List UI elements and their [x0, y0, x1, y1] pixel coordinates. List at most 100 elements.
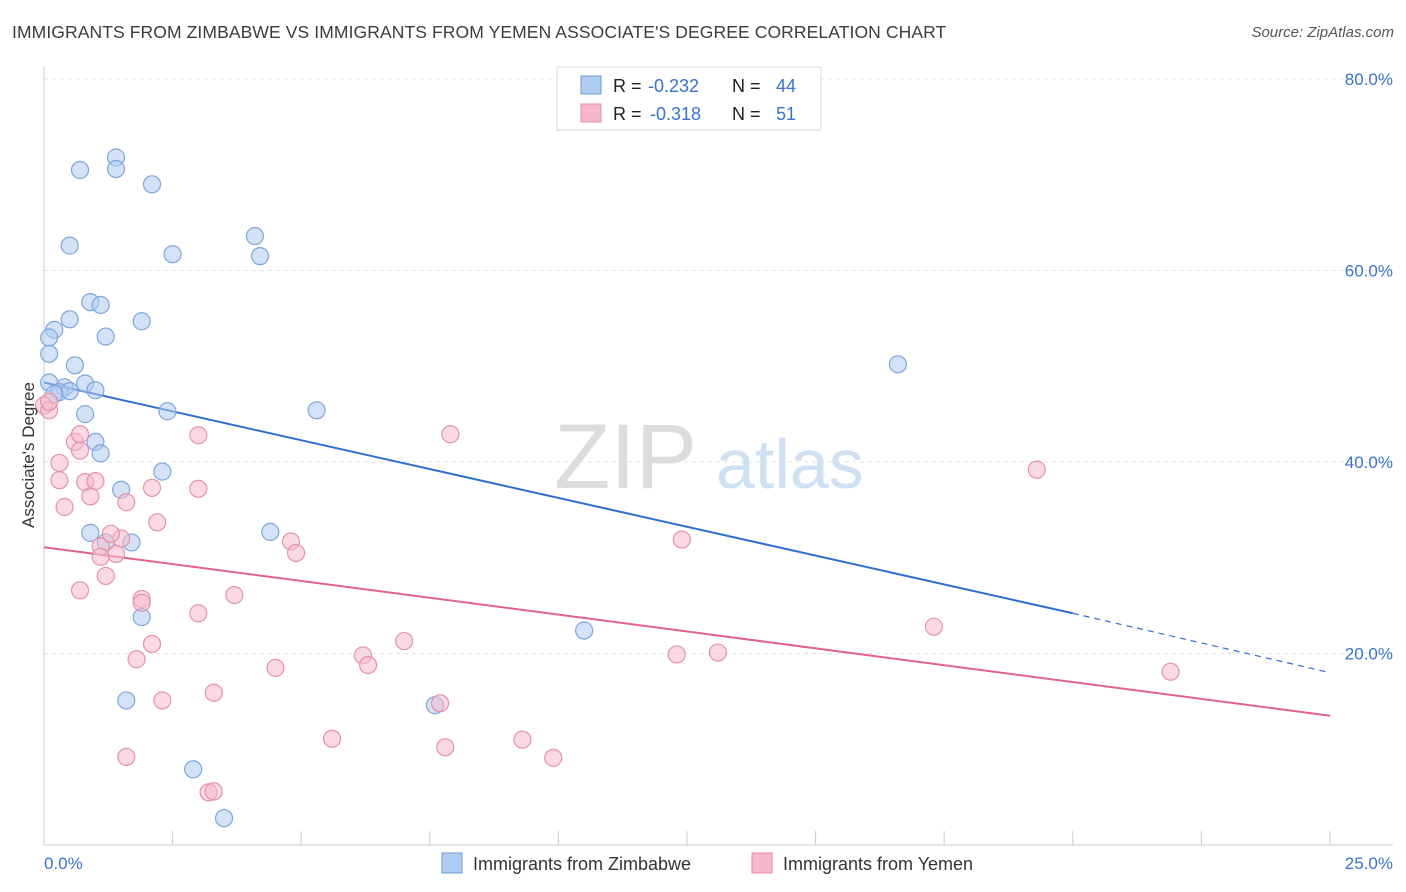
y-tick-label: 60.0% [1345, 262, 1393, 281]
chart-source: Source: ZipAtlas.com [1251, 24, 1394, 41]
point-yemen [189, 426, 208, 445]
point-zimbabwe [250, 247, 270, 266]
point-zimbabwe [888, 355, 908, 374]
point-yemen [225, 585, 244, 605]
y-tick-label: 20.0% [1345, 645, 1393, 664]
point-yemen [127, 650, 146, 669]
point-yemen [70, 581, 90, 600]
point-yemen [142, 634, 162, 654]
point-zimbabwe [245, 226, 265, 246]
point-yemen [322, 729, 342, 748]
legend-r-value-yemen: -0.318 [650, 104, 701, 124]
point-zimbabwe [40, 344, 59, 363]
point-zimbabwe [91, 295, 110, 315]
series-yemen-points [34, 392, 1180, 802]
trend-line-zimbabwe-extension [1072, 612, 1331, 674]
series-legend-swatch-zimbabwe [441, 852, 463, 874]
point-yemen [117, 493, 136, 512]
point-zimbabwe [60, 382, 79, 401]
point-zimbabwe [307, 401, 326, 420]
point-zimbabwe [575, 621, 594, 640]
point-yemen [358, 655, 378, 675]
x-tick-label-max: 25.0% [1345, 854, 1393, 873]
point-zimbabwe [214, 809, 234, 828]
watermark-atlas: atlas [716, 425, 864, 503]
point-yemen [441, 425, 460, 444]
point-zimbabwe [60, 310, 79, 329]
watermark: ZIP atlas [554, 406, 864, 508]
point-yemen [55, 497, 74, 517]
point-yemen [708, 643, 727, 662]
y-tick-label: 80.0% [1345, 70, 1393, 89]
point-yemen [50, 471, 69, 490]
legend-r-value-zimbabwe: -0.232 [648, 76, 699, 96]
point-yemen [70, 425, 90, 444]
y-tick-label: 40.0% [1345, 453, 1393, 472]
y-axis-label: Associate's Degree [19, 382, 38, 528]
legend-swatch-zimbabwe [580, 75, 602, 95]
point-zimbabwe [76, 405, 95, 424]
grid-layer [44, 78, 1393, 654]
point-zimbabwe [65, 356, 84, 375]
point-yemen [86, 472, 105, 491]
point-yemen [924, 617, 944, 636]
point-yemen [266, 658, 285, 677]
trend-line-zimbabwe [43, 381, 1074, 615]
point-yemen [430, 694, 450, 713]
point-zimbabwe [142, 175, 162, 194]
point-yemen [1027, 460, 1046, 479]
point-yemen [189, 479, 208, 498]
point-yemen [40, 392, 59, 411]
point-yemen [91, 547, 110, 566]
point-zimbabwe [96, 327, 115, 346]
point-yemen [81, 487, 100, 506]
point-yemen [117, 747, 136, 767]
point-zimbabwe [60, 236, 79, 255]
legend-swatch-yemen [580, 103, 602, 123]
x-tick-label-min: 0.0% [44, 854, 83, 873]
point-yemen [101, 524, 120, 543]
legend-r-label-zimbabwe: R = [613, 76, 642, 96]
point-yemen [153, 691, 172, 710]
legend-r-label-yemen: R = [613, 104, 642, 124]
legend-n-label-zimbabwe: N = [732, 76, 761, 96]
point-yemen [204, 683, 223, 702]
point-zimbabwe [158, 402, 177, 421]
series-legend-label-yemen: Immigrants from Yemen [783, 854, 973, 874]
point-zimbabwe [91, 444, 110, 463]
point-yemen [672, 530, 691, 549]
axis-layer [43, 66, 1393, 846]
point-yemen [436, 738, 455, 757]
x-ticks [172, 831, 1331, 845]
series-legend-label-zimbabwe: Immigrants from Zimbabwe [473, 854, 691, 874]
point-yemen [70, 441, 90, 460]
point-zimbabwe [70, 160, 90, 180]
point-yemen [106, 544, 126, 564]
chart-title: IMMIGRANTS FROM ZIMBABWE VS IMMIGRANTS F… [12, 22, 947, 42]
point-yemen [148, 513, 167, 532]
point-yemen [667, 645, 686, 664]
trend-line-yemen [43, 546, 1331, 717]
point-zimbabwe [106, 159, 126, 179]
point-zimbabwe [163, 245, 182, 264]
point-zimbabwe [261, 522, 280, 541]
series-legend-swatch-yemen [751, 852, 773, 874]
point-yemen [142, 478, 162, 497]
legend-n-value-zimbabwe: 44 [776, 76, 796, 96]
point-zimbabwe [153, 462, 172, 481]
point-zimbabwe [184, 760, 203, 779]
point-yemen [50, 453, 69, 473]
point-zimbabwe [117, 691, 136, 710]
point-yemen [394, 631, 414, 651]
watermark-zip: ZIP [554, 406, 697, 508]
point-yemen [513, 730, 532, 749]
point-yemen [286, 543, 306, 563]
point-yemen [96, 566, 115, 586]
point-zimbabwe [40, 328, 59, 347]
y-tick-labels: 20.0% 40.0% 60.0% 80.0% [1345, 70, 1393, 664]
legend-n-value-yemen: 51 [776, 104, 796, 124]
point-yemen [204, 782, 223, 801]
trend-lines [43, 381, 1331, 717]
